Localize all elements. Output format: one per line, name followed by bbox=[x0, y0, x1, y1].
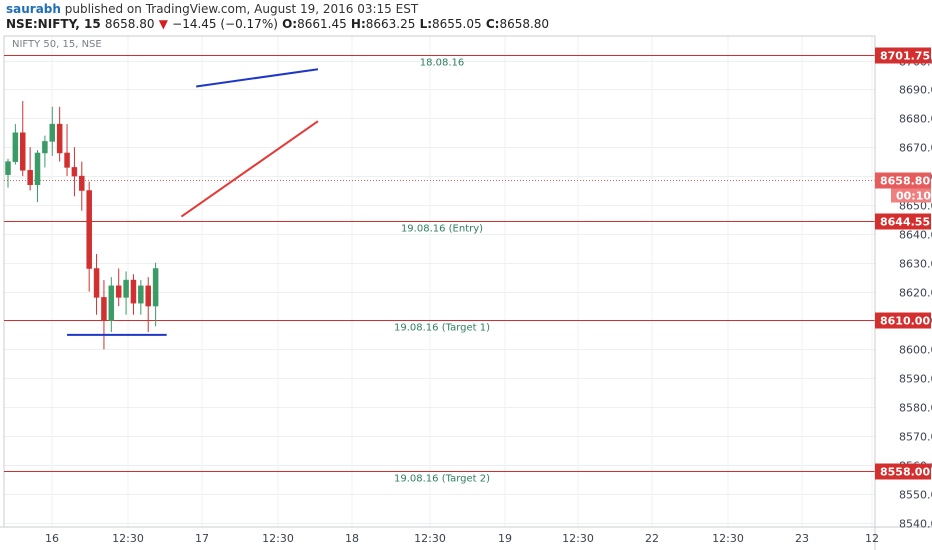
candle-body bbox=[27, 170, 33, 185]
time-tick-label: 19 bbox=[498, 532, 512, 545]
price-tick-label: 8580.00 bbox=[899, 402, 932, 415]
candle-body bbox=[64, 152, 70, 168]
countdown-tag bbox=[891, 188, 931, 203]
last-value: 8658.80 bbox=[104, 17, 155, 31]
low-value: 8655.05 bbox=[432, 17, 482, 31]
candle-body bbox=[152, 268, 159, 307]
time-tick-label: 16 bbox=[45, 532, 59, 545]
chart-title: NIFTY 50, 15, NSE bbox=[12, 39, 102, 50]
level-annotations: 18.08.16 19.08.16 (Entry) 19.08.16 (Target… bbox=[394, 58, 490, 485]
level-price-tag-text: 8701.75 bbox=[880, 50, 930, 63]
level-price-tag-text: 8558.00 bbox=[880, 466, 930, 479]
candle-body bbox=[115, 285, 122, 298]
change-arrow-icon: ▼ bbox=[158, 17, 168, 31]
candle-body bbox=[130, 279, 137, 304]
time-tick-label: 17 bbox=[195, 532, 209, 545]
candle-body bbox=[86, 190, 92, 269]
published-text: published on TradingView.com, August 19,… bbox=[60, 2, 419, 16]
ohlc-line: NSE:NIFTY, 15 8658.80 ▼ −14.45 (−0.17%) … bbox=[6, 17, 549, 31]
candle-body bbox=[5, 161, 11, 175]
candle-body bbox=[20, 132, 26, 171]
level-price-tag-text: 8644.55 bbox=[880, 216, 930, 229]
time-axis[interactable]: 16 12:30 17 12:30 18 12:30 19 12:30 22 12:30 23 12 bbox=[45, 532, 879, 545]
trendlines[interactable] bbox=[67, 68, 319, 336]
level-note: 19.08.16 (Target 2) bbox=[394, 474, 490, 485]
level-price-tag-text: 8610.00 bbox=[880, 315, 930, 328]
time-tick-label: 12 bbox=[865, 532, 879, 545]
candle-body bbox=[101, 297, 107, 321]
last-price-tag bbox=[875, 172, 931, 189]
horizontal-levels bbox=[4, 55, 875, 472]
time-tick-label: 22 bbox=[645, 532, 659, 545]
price-tick-label: 8650.00 bbox=[899, 200, 932, 213]
level-price-tag bbox=[875, 463, 931, 480]
price-tick-label: 8620.00 bbox=[899, 287, 932, 300]
time-tick-label: 12:30 bbox=[414, 532, 446, 545]
chart-header: saurabh published on TradingView.com, Au… bbox=[0, 0, 932, 34]
candle-body bbox=[145, 285, 151, 307]
candle-body bbox=[79, 175, 85, 191]
change-value: −14.45 (−0.17%) bbox=[172, 17, 278, 31]
candle-body bbox=[42, 141, 48, 154]
price-tick-label: 8590.00 bbox=[899, 373, 932, 386]
price-tick-label: 8640.00 bbox=[899, 229, 932, 242]
low-label: L: bbox=[419, 17, 433, 31]
candle-body bbox=[56, 123, 63, 154]
candle-body bbox=[123, 279, 129, 298]
candle-body bbox=[49, 123, 56, 142]
open-label: O: bbox=[282, 17, 298, 31]
candle-body bbox=[138, 285, 144, 304]
high-value: 8663.25 bbox=[365, 17, 416, 31]
level-note: 18.08.16 bbox=[420, 58, 465, 69]
candle-body bbox=[12, 132, 19, 162]
candle-body bbox=[93, 268, 100, 298]
price-tick-label: 8690.00 bbox=[899, 84, 932, 97]
candle-body bbox=[34, 152, 41, 185]
time-tick-label: 18 bbox=[345, 532, 359, 545]
trendline-blue bbox=[196, 68, 319, 88]
last-price-tag-text: 8658.80 bbox=[880, 175, 930, 188]
author-link[interactable]: saurabh bbox=[6, 2, 61, 16]
time-tick-label: 12:30 bbox=[262, 532, 294, 545]
close-label: C: bbox=[485, 17, 500, 31]
candle-body bbox=[108, 285, 115, 321]
time-tick-label: 12:30 bbox=[562, 532, 594, 545]
close-value: 8658.80 bbox=[499, 17, 550, 31]
time-tick-label: 12:30 bbox=[712, 532, 744, 545]
price-tick-label: 8670.00 bbox=[899, 142, 932, 155]
price-tick-label: 8600.00 bbox=[899, 344, 932, 357]
level-price-tag bbox=[875, 213, 931, 230]
countdown-tag-text: 00:10 bbox=[896, 190, 931, 203]
candle-body bbox=[71, 167, 78, 177]
level-note: 19.08.16 (Entry) bbox=[401, 224, 483, 235]
price-tick-label: 8570.00 bbox=[899, 431, 932, 444]
price-tags: 8701.75 8644.55 8610.00 8558.00 8658.80 00:10 bbox=[875, 47, 931, 480]
level-note: 19.08.16 (Target 1) bbox=[394, 323, 490, 334]
price-tick-label: 8680.00 bbox=[899, 113, 932, 126]
price-tick-label: 8630.00 bbox=[899, 258, 932, 271]
level-price-tag bbox=[875, 47, 931, 64]
open-value: 8661.45 bbox=[297, 17, 347, 31]
high-label: H: bbox=[350, 17, 366, 31]
grid bbox=[4, 36, 875, 527]
price-tick-label: 8550.00 bbox=[899, 489, 932, 502]
trendline-red bbox=[180, 120, 319, 218]
time-tick-label: 23 bbox=[795, 532, 809, 545]
candles bbox=[5, 100, 159, 350]
publish-line: saurabh published on TradingView.com, Au… bbox=[6, 2, 418, 16]
level-price-tag bbox=[875, 312, 931, 329]
symbol-label[interactable]: NSE:NIFTY, 15 bbox=[6, 17, 101, 31]
price-axis[interactable]: 8540.008550.008560.008570.008580.008590.… bbox=[899, 56, 932, 531]
price-tick-label: 8540.00 bbox=[899, 518, 932, 531]
time-tick-label: 12:30 bbox=[112, 532, 144, 545]
